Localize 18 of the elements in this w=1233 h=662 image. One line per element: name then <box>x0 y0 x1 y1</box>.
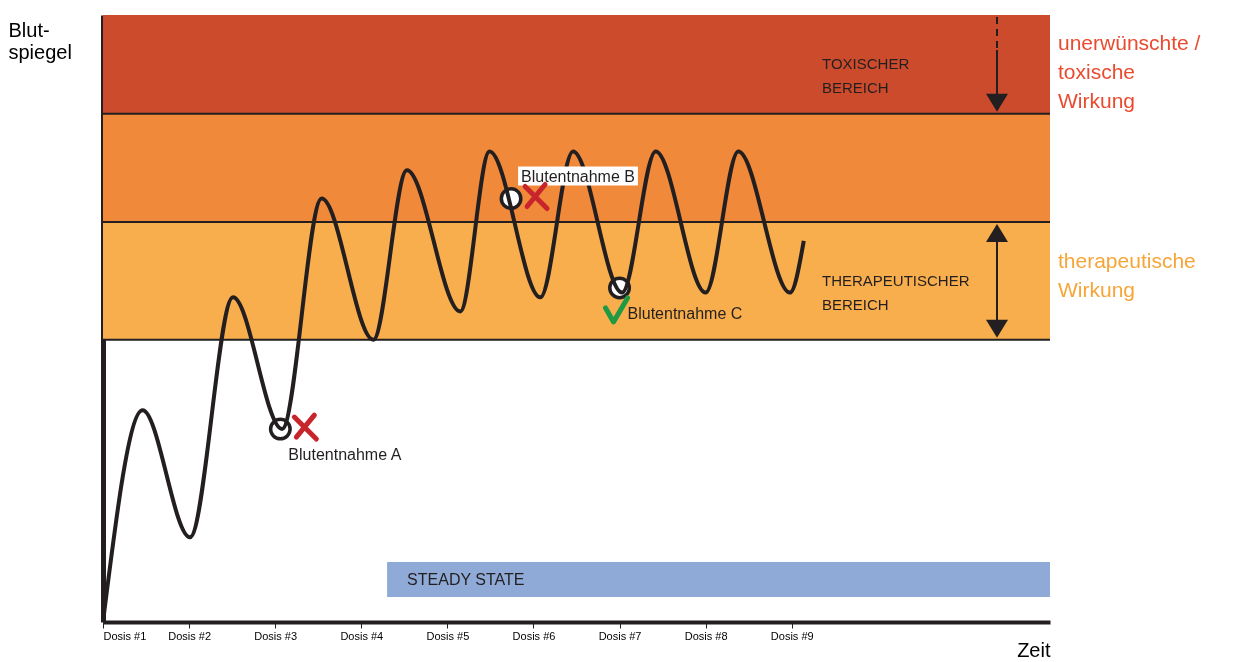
text: therapeutische Wirkung <box>1058 248 1196 301</box>
y-axis-title: Blut- spiegel <box>8 18 72 63</box>
x-tick-label: Dosis #6 <box>512 629 556 642</box>
band-label: THERAPEUTISCHER BEREICH <box>822 271 970 313</box>
x-tick-label: Dosis #2 <box>168 629 211 642</box>
x-tick-label: Dosis #8 <box>684 629 728 642</box>
text: unerwünschte / toxische Wirkung <box>1058 31 1201 112</box>
x-tick-label: Dosis #3 <box>254 629 298 642</box>
band-label: STEADY STATE <box>407 571 525 588</box>
x-tick-label: Dosis #7 <box>598 629 642 642</box>
band-label: TOXISCHER BEREICH <box>822 55 910 97</box>
x-tick-label: Dosis #5 <box>426 629 470 642</box>
x-tick-label: Dosis #9 <box>770 629 814 642</box>
x-tick-label: Dosis #1 <box>103 629 147 642</box>
annotation: Blutentnahme A <box>288 446 402 464</box>
x-tick-label: Dosis #4 <box>340 629 384 642</box>
annotation: Blutentnahme C <box>627 304 743 322</box>
x-axis-title: Zeit <box>1017 638 1051 661</box>
